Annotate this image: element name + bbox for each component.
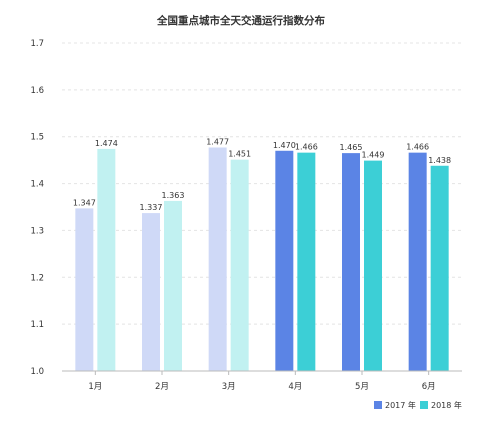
- data-label: 1.449: [362, 151, 385, 160]
- grid-lines: [62, 42, 462, 325]
- x-tick-label: 5月: [355, 382, 369, 392]
- legend-swatch-2018: [420, 401, 428, 409]
- y-tick-label: 1.3: [30, 226, 44, 236]
- chart-title: 全国重点城市全天交通运行指数分布: [156, 14, 325, 27]
- y-tick-label: 1.1: [30, 320, 44, 330]
- y-tick-label: 1.7: [30, 39, 44, 49]
- data-label: 1.474: [95, 139, 118, 148]
- x-tick-label: 2月: [155, 382, 169, 392]
- bar: [164, 200, 182, 371]
- data-label: 1.466: [295, 143, 318, 152]
- bar: [297, 152, 316, 371]
- legend-label-2017: 2017 年: [385, 400, 416, 410]
- bar: [230, 159, 249, 371]
- y-tick-label: 1.2: [30, 273, 44, 283]
- data-label: 1.438: [428, 156, 451, 165]
- x-tick-label: 1月: [88, 382, 102, 392]
- bar: [208, 147, 227, 371]
- x-tick-label: 3月: [222, 382, 236, 392]
- data-label: 1.465: [340, 143, 363, 152]
- y-axis: 1.0 1.1 1.2 1.3 1.4 1.5 1.6 1.7: [30, 39, 44, 377]
- data-label: 1.347: [73, 198, 96, 207]
- x-tick-label: 6月: [422, 382, 436, 392]
- legend-swatch-2017: [374, 401, 382, 409]
- data-label: 1.363: [162, 191, 185, 200]
- bar: [275, 150, 294, 371]
- data-label: 1.477: [206, 137, 229, 146]
- data-label: 1.470: [273, 141, 296, 150]
- data-label: 1.337: [140, 203, 163, 212]
- bar: [97, 148, 116, 371]
- legend-label-2018: 2018 年: [431, 400, 462, 410]
- data-label: 1.466: [406, 143, 429, 152]
- bar: [75, 208, 94, 371]
- bars: [75, 147, 449, 371]
- bar: [430, 165, 449, 371]
- legend: 2017 年 2018 年: [374, 400, 462, 410]
- y-tick-label: 1.5: [30, 133, 44, 143]
- bar: [342, 153, 360, 371]
- data-label: 1.451: [228, 150, 251, 159]
- y-tick-label: 1.0: [30, 367, 44, 377]
- y-tick-label: 1.6: [30, 86, 44, 96]
- x-axis: 1月 2月 3月 4月 5月 6月: [62, 370, 462, 392]
- y-tick-label: 1.4: [30, 180, 44, 190]
- bar: [142, 213, 160, 371]
- bar: [408, 152, 427, 371]
- bar: [364, 160, 382, 371]
- x-tick-label: 4月: [288, 382, 302, 392]
